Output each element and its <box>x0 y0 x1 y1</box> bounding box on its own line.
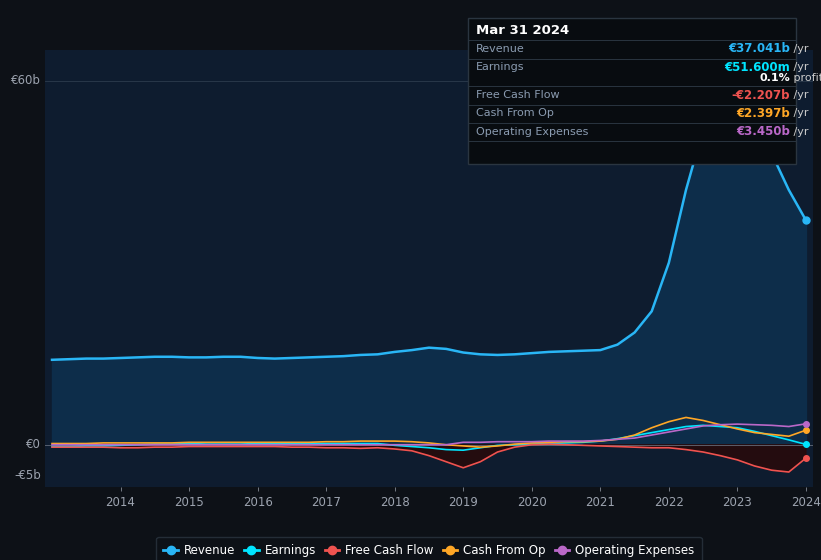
Text: /yr: /yr <box>790 108 809 118</box>
Text: 0.1%: 0.1% <box>759 73 790 83</box>
Text: Mar 31 2024: Mar 31 2024 <box>476 24 570 37</box>
Text: €51.600m: €51.600m <box>724 60 790 74</box>
Text: €60b: €60b <box>11 74 41 87</box>
Text: Free Cash Flow: Free Cash Flow <box>476 90 560 100</box>
Text: profit margin: profit margin <box>790 73 821 83</box>
Text: Cash From Op: Cash From Op <box>476 108 554 118</box>
Text: Revenue: Revenue <box>476 44 525 54</box>
Text: -€5b: -€5b <box>15 469 41 482</box>
Text: /yr: /yr <box>790 90 809 100</box>
Text: Earnings: Earnings <box>476 62 525 72</box>
Text: Operating Expenses: Operating Expenses <box>476 127 589 137</box>
Text: /yr: /yr <box>790 127 809 137</box>
Text: €3.450b: €3.450b <box>736 125 790 138</box>
Text: /yr: /yr <box>790 62 809 72</box>
Text: €0: €0 <box>26 438 41 451</box>
Text: €2.397b: €2.397b <box>736 106 790 120</box>
Text: €37.041b: €37.041b <box>728 42 790 55</box>
Text: -€2.207b: -€2.207b <box>732 88 790 102</box>
Legend: Revenue, Earnings, Free Cash Flow, Cash From Op, Operating Expenses: Revenue, Earnings, Free Cash Flow, Cash … <box>156 537 702 560</box>
Text: /yr: /yr <box>790 44 809 54</box>
